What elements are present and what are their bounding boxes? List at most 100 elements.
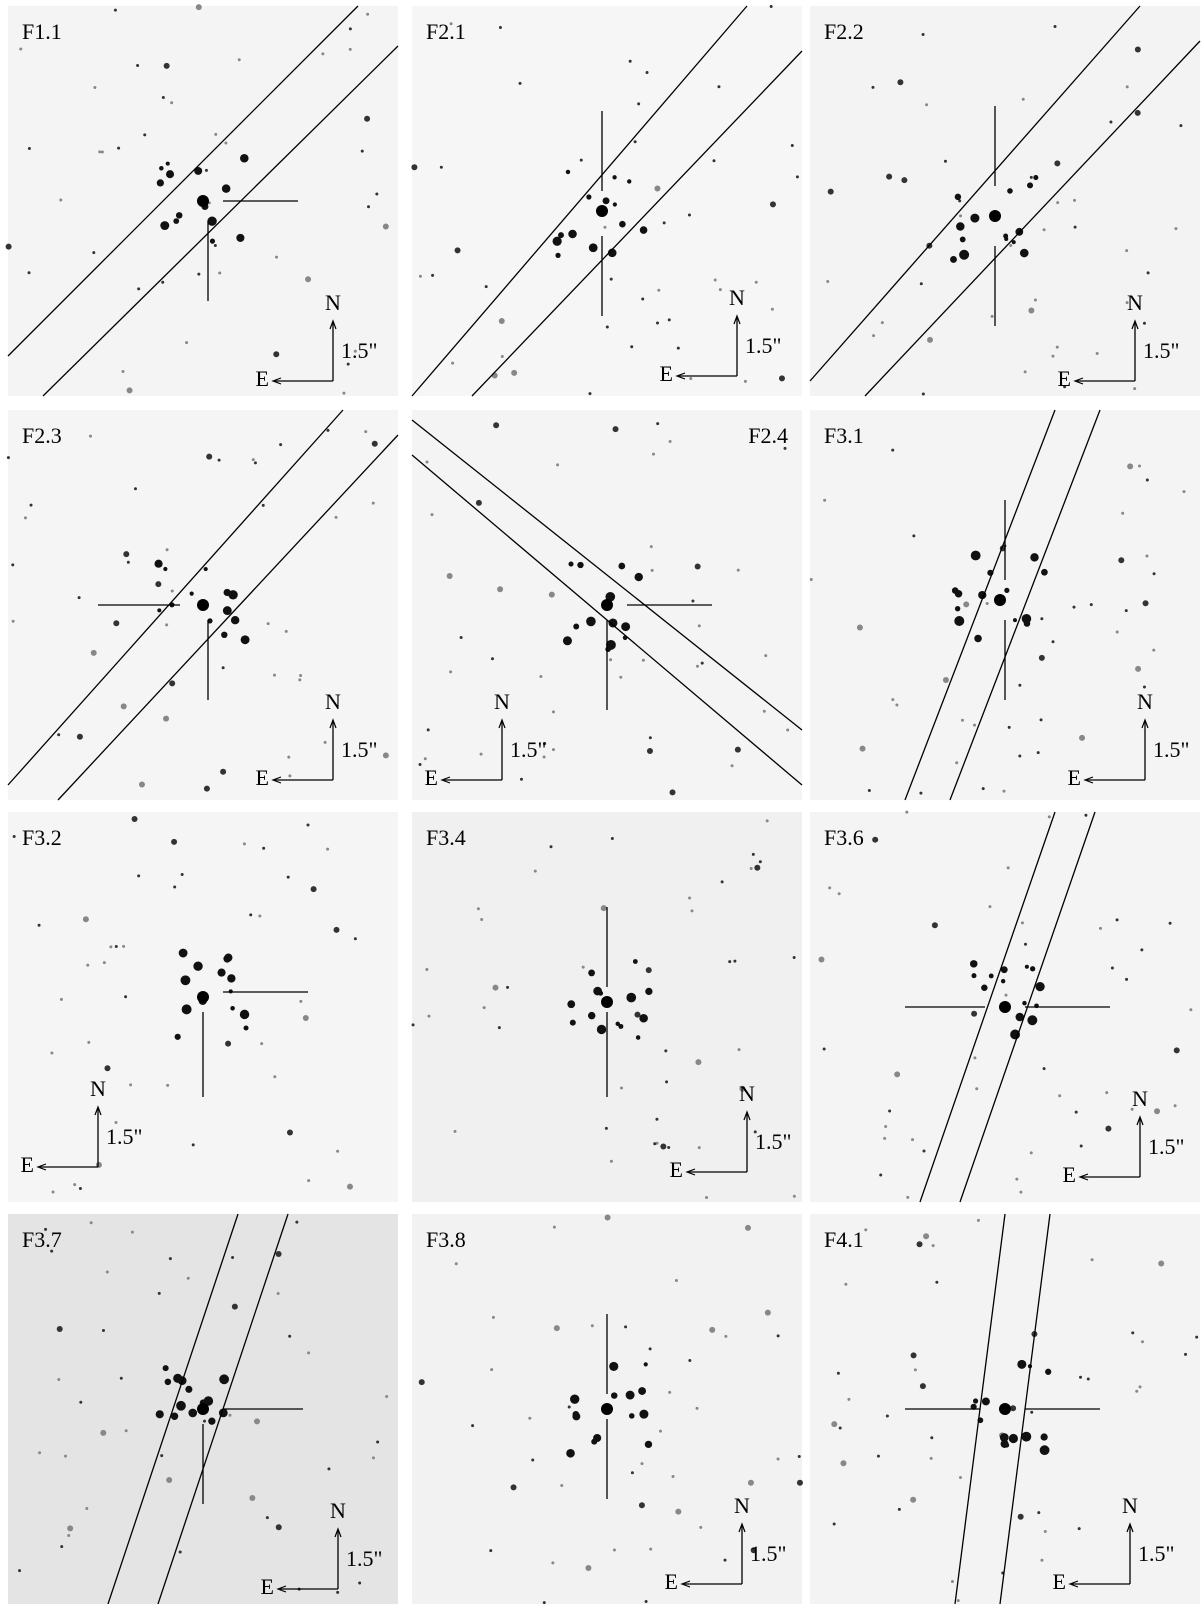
star <box>912 534 915 537</box>
star <box>755 281 758 284</box>
star <box>267 622 270 625</box>
star <box>28 147 31 150</box>
north-label: N <box>325 689 341 714</box>
star <box>1072 606 1075 609</box>
star <box>705 1196 708 1199</box>
star <box>1084 814 1087 817</box>
star <box>109 945 112 948</box>
star <box>499 26 502 29</box>
star <box>701 662 704 665</box>
star <box>698 624 701 627</box>
star <box>1116 631 1119 634</box>
star <box>1030 176 1033 179</box>
star <box>176 1401 186 1411</box>
star <box>1125 609 1128 612</box>
star <box>971 1011 977 1017</box>
star <box>923 1150 926 1153</box>
star <box>220 769 226 775</box>
east-label: E <box>1068 765 1081 790</box>
star <box>453 1130 456 1133</box>
star <box>956 222 964 230</box>
star <box>132 816 138 822</box>
star <box>925 103 928 106</box>
star <box>258 915 261 918</box>
star <box>639 1502 645 1508</box>
star <box>1131 1331 1134 1334</box>
star <box>923 1233 929 1239</box>
star <box>639 1014 648 1023</box>
star <box>554 1325 560 1331</box>
star <box>196 4 202 10</box>
panel: NE1.5"F4.1 <box>810 1214 1200 1604</box>
target <box>601 599 613 611</box>
star <box>67 1525 73 1531</box>
star <box>675 1279 678 1282</box>
north-label: N <box>1122 1493 1138 1518</box>
star <box>1135 1390 1138 1393</box>
figure: NE1.5"F1.1NE1.5"F2.1NE1.5"F2.2NE1.5"F2.3… <box>0 0 1202 1604</box>
east-label: E <box>21 1152 34 1177</box>
star <box>231 1256 234 1259</box>
star <box>173 886 176 889</box>
star <box>791 144 794 147</box>
star <box>721 880 724 883</box>
star <box>1004 588 1009 593</box>
star <box>568 1405 571 1408</box>
star <box>254 461 257 464</box>
star <box>550 845 553 848</box>
star <box>262 847 265 850</box>
star <box>660 1143 666 1149</box>
star <box>6 244 12 250</box>
star <box>113 620 119 626</box>
star <box>92 251 95 254</box>
star <box>619 676 622 679</box>
panel-label: F2.3 <box>22 423 62 448</box>
star <box>1009 1434 1018 1443</box>
star <box>1018 1514 1024 1520</box>
target <box>601 996 613 1008</box>
star <box>412 1023 415 1026</box>
star <box>206 454 212 460</box>
scale-label: 1.5" <box>106 1124 142 1149</box>
star <box>102 1329 105 1332</box>
star <box>645 1600 648 1603</box>
star <box>249 1495 255 1501</box>
star <box>644 1362 648 1366</box>
star <box>635 573 643 581</box>
star <box>170 101 173 104</box>
star <box>519 82 522 85</box>
star <box>11 563 14 566</box>
star <box>653 1142 656 1145</box>
panel: NE1.5"F3.7 <box>8 1214 398 1604</box>
star <box>960 237 966 243</box>
star <box>1056 346 1059 349</box>
star <box>287 876 290 879</box>
star <box>166 162 170 166</box>
star <box>744 380 747 383</box>
star <box>810 578 813 581</box>
east-label: E <box>670 1157 683 1182</box>
star <box>1037 751 1040 754</box>
star <box>57 733 60 736</box>
star <box>840 1460 846 1466</box>
star <box>483 1006 486 1009</box>
star <box>1018 754 1021 757</box>
star <box>603 226 606 229</box>
star <box>358 1581 361 1584</box>
star <box>752 853 755 856</box>
star <box>160 1454 163 1457</box>
star <box>243 842 246 845</box>
star <box>759 860 762 863</box>
star <box>955 761 958 764</box>
panel-label: F3.8 <box>426 1227 466 1252</box>
star <box>60 998 63 1001</box>
star <box>276 1524 282 1530</box>
star <box>336 1150 339 1153</box>
panel: NE1.5"F3.2 <box>8 812 398 1202</box>
star <box>85 1507 88 1510</box>
star <box>927 337 933 343</box>
star <box>657 289 660 292</box>
star <box>193 962 202 971</box>
star <box>634 1012 640 1018</box>
star <box>166 1084 169 1087</box>
